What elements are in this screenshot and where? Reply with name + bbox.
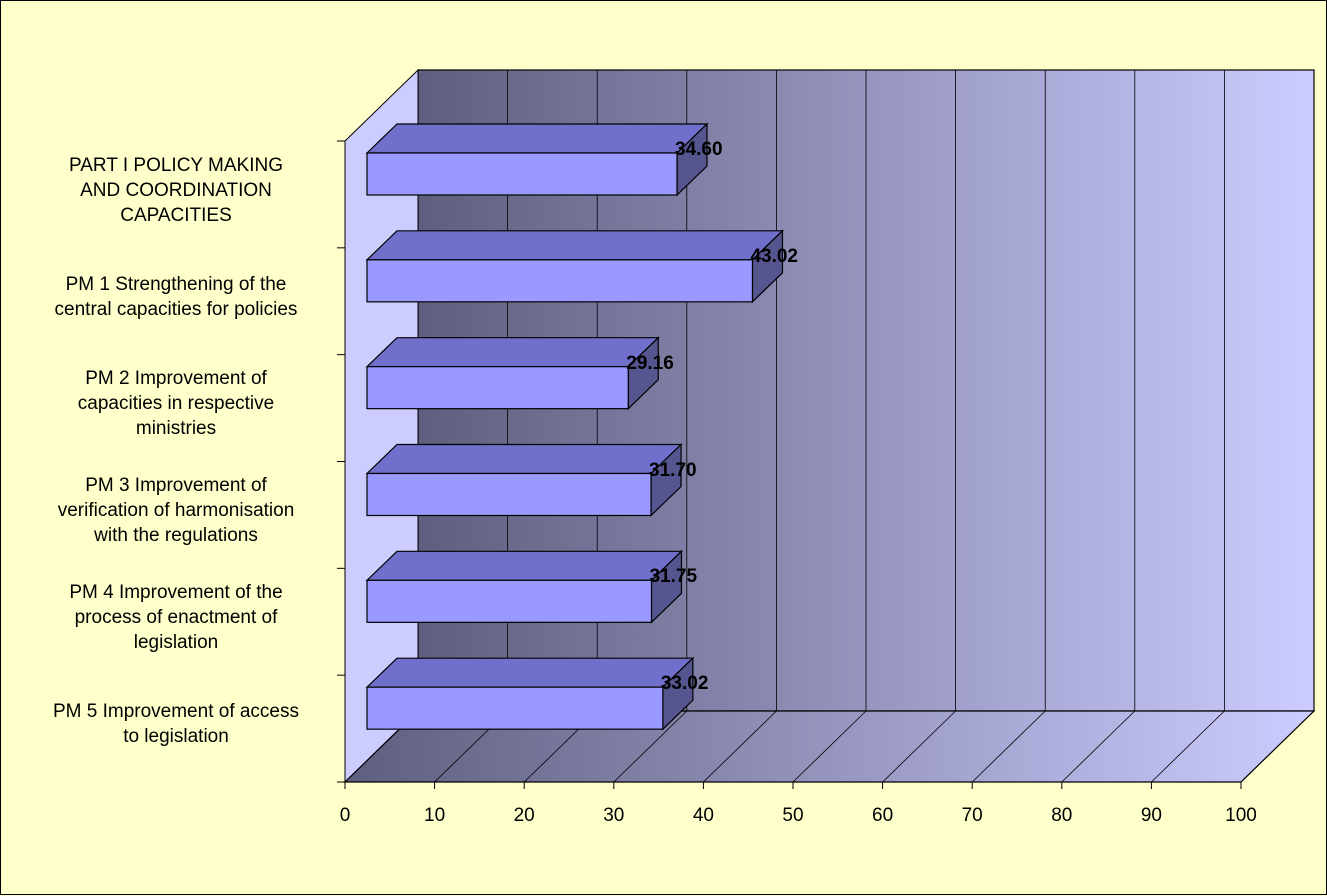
floor-gridline [703, 710, 777, 783]
category-label-line: PM 2 Improvement of [85, 368, 267, 390]
category-label: PM 2 Improvement of capacities in respect… [6, 366, 346, 441]
x-tick-label: 20 [513, 805, 535, 826]
category-label-line: process of enactment of [74, 606, 278, 628]
floor-gridline [613, 710, 688, 783]
bar-front [366, 472, 652, 517]
x-tick-label: 60 [872, 805, 894, 826]
x-tick-label: 80 [1051, 805, 1073, 826]
category-label-line: ministries [135, 418, 217, 440]
floor-gridline [971, 710, 1046, 783]
x-tick-label: 10 [424, 805, 446, 826]
x-tick-label: 90 [1140, 805, 1162, 826]
bar-front [366, 152, 678, 196]
bar-top [365, 337, 660, 368]
category-label-line: to legislation [123, 726, 229, 748]
category-label: PM 3 Improvement of verification of harmo… [6, 473, 346, 548]
category-label-line: PM 4 Improvement of the [69, 581, 283, 603]
category-label-line: PART I POLICY MAKING [69, 154, 283, 176]
category-label-line: verification of harmonisation [57, 500, 295, 521]
bar-top [365, 443, 683, 475]
x-tick-label: 70 [961, 805, 983, 826]
category-label: PM 1 Strengthening of the central capacit… [6, 272, 346, 322]
bar-top [365, 657, 695, 688]
data-label: 29.16 [626, 352, 674, 374]
category-label: PM 5 Improvement of access to legislation [6, 699, 346, 749]
category-label-line: legislation [133, 631, 219, 653]
bar-top [365, 123, 709, 154]
data-label: 43.02 [750, 245, 798, 267]
x-tick-label: 30 [603, 805, 625, 826]
data-label: 31.70 [649, 459, 697, 481]
x-tick-label: 40 [692, 805, 714, 826]
category-label-line: PM 3 Improvement of [85, 475, 267, 496]
floor-gridline [792, 710, 867, 783]
category-label: PART I POLICY MAKING AND COORDINATION CAPA… [6, 153, 346, 228]
floor-gridline [882, 710, 956, 783]
bar-top [365, 550, 683, 581]
category-label-line: AND COORDINATION [80, 179, 272, 201]
bar-front [366, 366, 629, 410]
x-tick-label: 100 [1225, 805, 1257, 826]
floor-gridline [1240, 710, 1315, 783]
category-label-line: PM 5 Improvement of access [52, 701, 300, 723]
bar-front [366, 686, 664, 730]
data-label: 31.75 [649, 566, 698, 588]
category-label-line: with the regulations [94, 525, 258, 546]
data-label: 33.02 [660, 673, 709, 695]
category-label-line: PM 1 Strengthening of the [65, 273, 287, 295]
x-tick-label: 50 [782, 805, 804, 826]
bar-top [365, 230, 784, 261]
category-label-line: capacities in respective [77, 393, 275, 415]
category-label-line: central capacities for policies [54, 298, 298, 320]
bar-front [366, 259, 754, 303]
x-tick-label: 0 [339, 805, 351, 826]
category-label: PM 4 Improvement of the process of enactm… [6, 580, 346, 655]
bar-front [366, 579, 653, 623]
floor-gridline [1151, 710, 1225, 783]
floor-gridline [1061, 710, 1136, 783]
data-label: 34.60 [675, 139, 723, 160]
category-label-line: CAPACITIES [120, 204, 232, 226]
